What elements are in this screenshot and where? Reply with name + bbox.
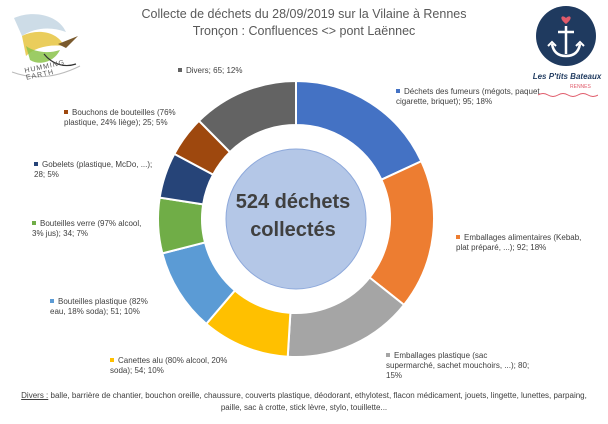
- label-bouteilles-plastique: Bouteilles plastique (82% eau, 18% soda)…: [50, 297, 162, 317]
- label-canettes: Canettes alu (80% alcool, 20% soda); 54;…: [110, 356, 234, 376]
- label-emballages-alimentaires: Emballages alimentaires (Kebab, plat pré…: [456, 233, 586, 253]
- label-text: Divers; 65; 12%: [186, 66, 243, 75]
- humming-earth-logo: HUMMING EARTH: [4, 6, 90, 95]
- legend-marker: [396, 89, 400, 93]
- label-divers: Divers; 65; 12%: [178, 66, 288, 76]
- ptits-bateaux-logo-text: Les P'tits Bateaux: [532, 72, 602, 81]
- footer-divers-text: balle, barrière de chantier, bouchon ore…: [50, 391, 587, 412]
- footer-divers-label: Divers :: [21, 391, 49, 400]
- legend-marker: [64, 110, 68, 114]
- legend-marker: [178, 68, 182, 72]
- label-text: Emballages plastique (sac supermarché, s…: [386, 351, 530, 380]
- footer-note: Divers : balle, barrière de chantier, bo…: [20, 390, 588, 414]
- legend-marker: [386, 353, 390, 357]
- legend-marker: [50, 299, 54, 303]
- label-text: Bouteilles verre (97% alcool, 3% jus); 3…: [32, 219, 142, 238]
- center-line-1: 524 déchets: [235, 191, 351, 213]
- chart-subtitle: Tronçon : Confluences <> pont Laënnec: [192, 24, 416, 38]
- chart-title: Collecte de déchets du 28/09/2019 sur la…: [141, 7, 467, 21]
- label-bouteilles-verre: Bouteilles verre (97% alcool, 3% jus); 3…: [32, 219, 146, 239]
- ptits-bateaux-logo-sub: RENNES: [570, 84, 591, 90]
- donut-slice-1: [368, 159, 435, 307]
- legend-marker: [32, 221, 36, 225]
- label-text: Canettes alu (80% alcool, 20% soda); 54;…: [110, 356, 228, 375]
- donut-center-total: 524 déchets collectés: [208, 188, 378, 244]
- legend-marker: [34, 162, 38, 166]
- legend-marker: [456, 235, 460, 239]
- label-text: Bouchons de bouteilles (76% plastique, 2…: [64, 108, 176, 127]
- label-fumeurs: Déchets des fumeurs (mégots, paquet ciga…: [396, 87, 544, 107]
- ptits-bateaux-logo: Les P'tits Bateaux RENNES: [533, 4, 601, 97]
- donut-slice-8: [197, 79, 297, 154]
- legend-marker: [110, 358, 114, 362]
- donut-center-disk: [225, 148, 367, 290]
- label-text: Bouteilles plastique (82% eau, 18% soda)…: [50, 297, 148, 316]
- label-text: Déchets des fumeurs (mégots, paquet ciga…: [396, 87, 540, 106]
- label-text: Emballages alimentaires (Kebab, plat pré…: [456, 233, 582, 252]
- center-line-2: collectés: [250, 219, 336, 241]
- label-bouchons: Bouchons de bouteilles (76% plastique, 2…: [64, 108, 184, 128]
- wave-icon: [538, 93, 598, 97]
- label-text: Gobelets (plastique, McDo, ...); 28; 5%: [34, 160, 153, 179]
- donut-slice-5: [157, 196, 207, 255]
- label-gobelets: Gobelets (plastique, McDo, ...); 28; 5%: [34, 160, 154, 180]
- label-emballages-plastique: Emballages plastique (sac supermarché, s…: [386, 351, 538, 381]
